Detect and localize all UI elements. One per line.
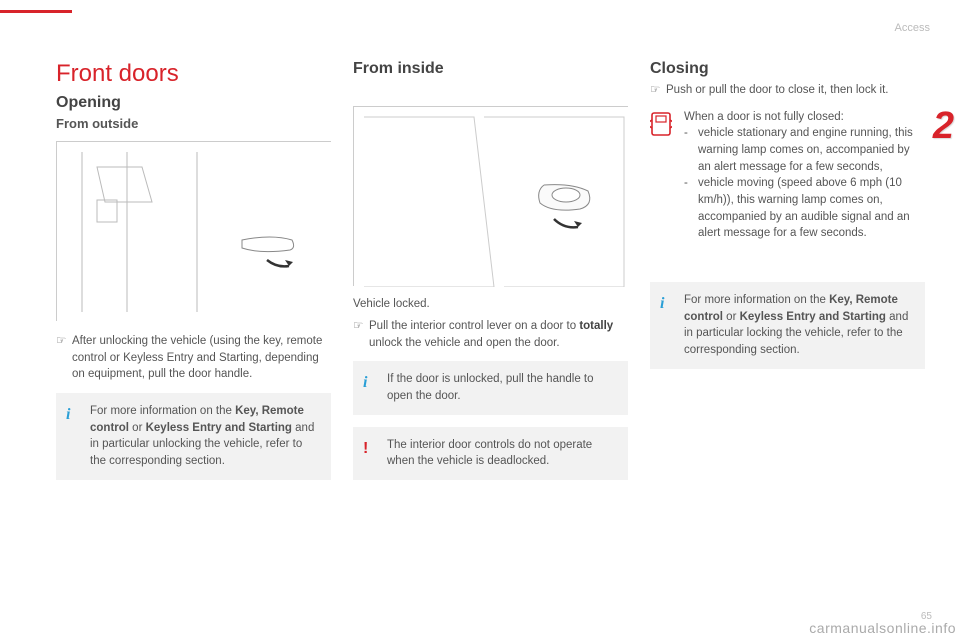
bullet-post: unlock the vehicle and open the door.: [369, 337, 560, 349]
info-text-pre: For more information on the: [684, 294, 829, 306]
page-title: Front doors: [56, 60, 331, 88]
info-box-key-unlock: For more information on the Key, Remote …: [56, 393, 331, 480]
bullet-text: After unlocking the vehicle (using the k…: [72, 333, 331, 383]
pointer-icon: ☞: [56, 333, 72, 383]
dash-item: - vehicle moving (speed above 6 mph (10 …: [684, 175, 925, 242]
bullet-pre: Pull the interior control lever on a doo…: [369, 320, 579, 332]
content-columns: Front doors Opening From outside ☞ After…: [56, 60, 926, 492]
dash-text: vehicle stationary and engine running, t…: [698, 125, 925, 175]
info-text-pre: For more information on the: [90, 405, 235, 417]
bullet-bold: totally: [579, 320, 613, 332]
column-3: Closing ☞ Push or pull the door to close…: [650, 60, 925, 492]
door-open-warning: When a door is not fully closed: - vehic…: [650, 109, 925, 242]
bullet-text: Pull the interior control lever on a doo…: [369, 318, 628, 351]
subtitle-closing: Closing: [650, 60, 925, 78]
subtitle-opening: Opening: [56, 94, 331, 112]
door-open-icon: [650, 109, 684, 242]
illustration-interior-handle: [353, 106, 628, 286]
watermark: carmanualsonline.info: [809, 620, 956, 636]
column-2: From inside Vehicle locked. ☞ Pull the i…: [353, 60, 628, 492]
section-number: 2: [933, 105, 954, 148]
accent-bar: [0, 10, 72, 13]
info-text: If the door is unlocked, pull the handle…: [387, 373, 594, 402]
illustration-exterior-handle: [56, 141, 331, 321]
bullet-close-door: ☞ Push or pull the door to close it, the…: [650, 82, 925, 99]
subheading-from-inside: From inside: [353, 60, 628, 78]
info-bold-2: Keyless Entry and Starting: [146, 422, 292, 434]
bullet-text: Push or pull the door to close it, then …: [666, 82, 888, 99]
pointer-icon: ☞: [353, 318, 369, 351]
door-warning-body: When a door is not fully closed: - vehic…: [684, 109, 925, 242]
dash-text: vehicle moving (speed above 6 mph (10 km…: [698, 175, 925, 242]
column-1: Front doors Opening From outside ☞ After…: [56, 60, 331, 492]
bullet-unlock-outside: ☞ After unlocking the vehicle (using the…: [56, 333, 331, 383]
dash-list: - vehicle stationary and engine running,…: [684, 125, 925, 242]
warn-intro: When a door is not fully closed:: [684, 109, 925, 126]
info-text-mid: or: [129, 422, 146, 434]
info-text-mid: or: [723, 311, 740, 323]
category-label: Access: [895, 22, 930, 34]
info-bold-2: Keyless Entry and Starting: [740, 311, 886, 323]
bullet-pull-interior: ☞ Pull the interior control lever on a d…: [353, 318, 628, 351]
dash-symbol: -: [684, 175, 698, 242]
vehicle-locked-label: Vehicle locked.: [353, 298, 628, 310]
info-box-door-unlocked: If the door is unlocked, pull the handle…: [353, 361, 628, 414]
pointer-icon: ☞: [650, 82, 666, 99]
dash-symbol: -: [684, 125, 698, 175]
info-box-key-lock: For more information on the Key, Remote …: [650, 282, 925, 369]
subheading-from-outside: From outside: [56, 116, 331, 131]
dash-item: - vehicle stationary and engine running,…: [684, 125, 925, 175]
warn-text: The interior door controls do not operat…: [387, 439, 592, 468]
warning-box-deadlocked: The interior door controls do not operat…: [353, 427, 628, 480]
